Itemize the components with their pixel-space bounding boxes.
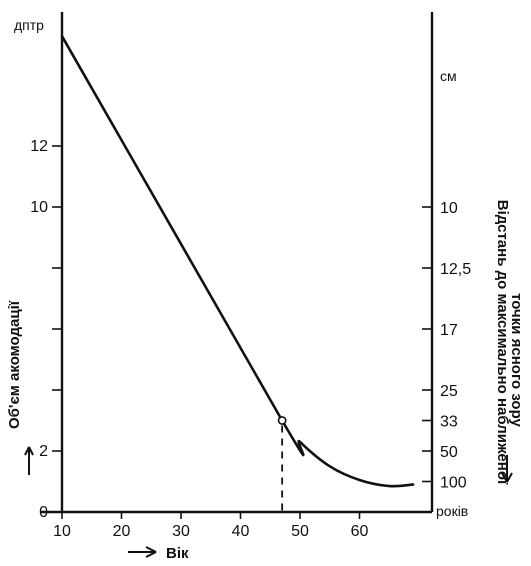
right-tick-label: 17 [440, 322, 458, 339]
x-tick-label: 60 [351, 523, 369, 540]
right-axis-unit: см [440, 68, 457, 84]
data-marker [277, 416, 287, 425]
right-tick-label: 25 [440, 383, 458, 400]
right-arrow-icon [128, 546, 157, 558]
data-line [60, 34, 415, 488]
left-tick-label: 2 [39, 443, 48, 460]
up-arrow-icon [24, 446, 34, 475]
y-axis-title-left: Об'єм акомодації [6, 300, 23, 429]
right-tick-label: 50 [440, 444, 458, 461]
x-tick-label: 10 [53, 523, 71, 540]
left-axis-unit: дптр [14, 17, 44, 33]
x-axis-unit: років [436, 503, 468, 519]
right-tick-label: 12,5 [440, 261, 471, 278]
ticks-layer: 10 20 30 40 50 60 0 2 10 12 10 12,5 17 25 33 50 100 [30, 138, 471, 540]
x-tick-label: 20 [113, 523, 131, 540]
x-tick-label: 30 [172, 523, 190, 540]
y-axis-title-right-1: Відстань до максимально наближеної [494, 200, 511, 485]
left-tick-label: 0 [39, 504, 48, 521]
x-tick-label: 40 [232, 523, 250, 540]
right-tick-label: 33 [440, 414, 458, 431]
left-tick-label: 10 [30, 199, 48, 216]
x-tick-label: 50 [291, 523, 309, 540]
left-tick-label: 12 [30, 138, 48, 155]
right-tick-label: 10 [440, 200, 458, 217]
x-axis-title: Вік [166, 545, 189, 562]
down-arrow-icon [501, 455, 513, 483]
y-axis-title-right-2: точки ясного зору [508, 293, 525, 427]
right-tick-label: 100 [440, 475, 467, 492]
